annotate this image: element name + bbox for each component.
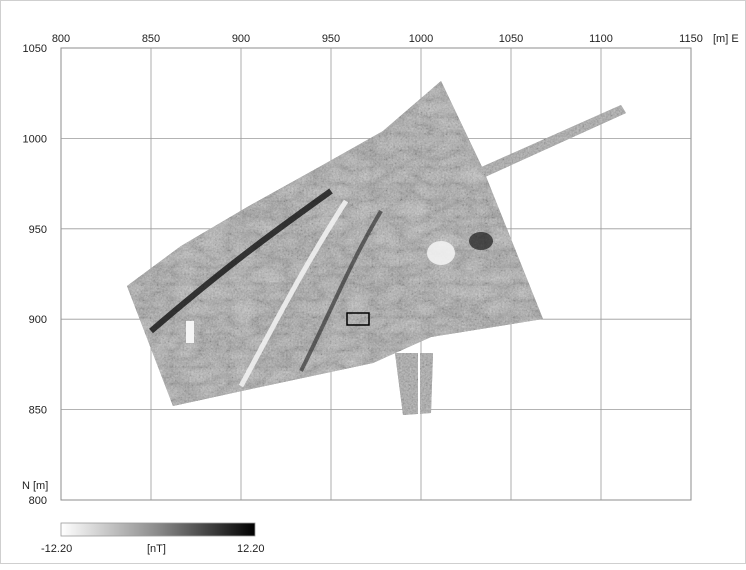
colorbar-min-label: -12.20 bbox=[41, 543, 72, 555]
x-tick-label: 1100 bbox=[589, 33, 613, 45]
y-tick-label: 850 bbox=[29, 405, 47, 417]
x-tick-label: 900 bbox=[232, 33, 250, 45]
colorbar-unit-label: [nT] bbox=[147, 543, 166, 555]
y-tick-label: 800 bbox=[29, 495, 47, 507]
x-tick-label: 800 bbox=[52, 33, 70, 45]
x-axis-tick-labels: 800 850 900 950 1000 1050 1100 1150 bbox=[52, 33, 703, 45]
colorbar bbox=[60, 522, 256, 537]
y-tick-label: 900 bbox=[29, 314, 47, 326]
x-tick-label: 1000 bbox=[409, 33, 433, 45]
x-axis-unit-label: [m] E bbox=[713, 33, 739, 45]
x-tick-label: 1050 bbox=[499, 33, 523, 45]
y-axis-unit-label: N [m] bbox=[22, 480, 48, 492]
y-tick-label: 1000 bbox=[23, 133, 47, 145]
rectangular-anomaly bbox=[346, 312, 370, 326]
x-tick-label: 1150 bbox=[679, 33, 703, 45]
x-tick-label: 850 bbox=[142, 33, 160, 45]
x-tick-label: 950 bbox=[322, 33, 340, 45]
y-tick-label: 1050 bbox=[23, 43, 47, 55]
plot-frame bbox=[60, 47, 692, 501]
y-tick-label: 950 bbox=[29, 224, 47, 236]
colorbar-max-label: 12.20 bbox=[237, 543, 265, 555]
y-axis-tick-labels: 1050 1000 950 900 850 800 bbox=[23, 43, 47, 507]
